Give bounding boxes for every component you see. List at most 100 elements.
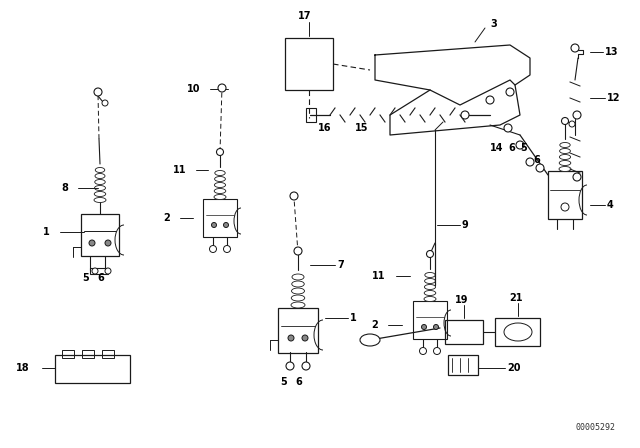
Circle shape [486,96,494,104]
Bar [413,301,447,339]
Circle shape [286,362,294,370]
Text: 1: 1 [350,313,356,323]
Text: 5: 5 [82,273,89,283]
Ellipse shape [424,279,435,284]
Text: 6: 6 [295,377,301,387]
Ellipse shape [95,185,106,190]
Circle shape [290,192,298,200]
Text: 6: 6 [533,155,540,165]
Ellipse shape [424,297,436,302]
Circle shape [92,268,98,274]
Text: 21: 21 [509,293,523,303]
Ellipse shape [425,272,435,277]
Circle shape [461,111,469,119]
Ellipse shape [95,180,105,185]
Ellipse shape [292,274,304,280]
Circle shape [433,324,438,329]
Ellipse shape [292,281,304,287]
Text: 2: 2 [163,213,170,223]
Text: 11: 11 [371,271,385,281]
Text: 5: 5 [280,377,287,387]
Ellipse shape [424,284,436,289]
Text: 00005292: 00005292 [575,423,615,432]
Text: 4: 4 [607,200,614,210]
Ellipse shape [95,168,105,172]
Circle shape [218,84,226,92]
Bar [278,308,318,353]
Bar [81,214,119,256]
Text: 3: 3 [490,19,497,29]
Ellipse shape [360,334,380,346]
Circle shape [569,121,575,127]
Circle shape [102,100,108,106]
Text: 8: 8 [61,183,68,193]
Ellipse shape [214,194,226,199]
Circle shape [211,223,216,228]
Ellipse shape [94,191,106,197]
Text: 6: 6 [508,143,515,153]
Ellipse shape [424,290,436,296]
Circle shape [105,268,111,274]
Circle shape [426,250,433,258]
Ellipse shape [291,288,305,294]
Ellipse shape [560,142,570,147]
Circle shape [433,348,440,354]
Text: 11: 11 [173,165,186,175]
Ellipse shape [214,189,226,194]
Circle shape [89,240,95,246]
Bar [495,318,540,346]
Ellipse shape [559,148,570,154]
Ellipse shape [94,198,106,202]
Text: 1: 1 [44,227,50,237]
Circle shape [302,362,310,370]
Text: 16: 16 [318,123,332,133]
Circle shape [216,148,223,155]
Circle shape [288,335,294,341]
Text: 17: 17 [298,11,312,21]
Bar [62,350,74,358]
Text: 14: 14 [490,143,504,153]
Text: 2: 2 [371,320,378,330]
Circle shape [419,348,426,354]
Circle shape [504,124,512,132]
Circle shape [561,117,568,125]
Circle shape [223,223,228,228]
Bar [548,171,582,219]
Bar [448,355,478,375]
Circle shape [422,324,426,329]
Circle shape [526,158,534,166]
Text: 12: 12 [607,93,621,103]
Bar [306,108,316,122]
Circle shape [94,88,102,96]
Circle shape [516,141,524,149]
Text: 5: 5 [520,143,527,153]
Circle shape [223,246,230,253]
Text: 9: 9 [462,220,468,230]
Ellipse shape [214,177,225,181]
Text: 6: 6 [97,273,104,283]
Bar [445,320,483,344]
Text: 13: 13 [605,47,618,57]
Ellipse shape [559,167,571,172]
Circle shape [302,335,308,341]
Circle shape [209,246,216,253]
Ellipse shape [504,323,532,341]
Bar [285,38,333,90]
Circle shape [536,164,544,172]
Circle shape [105,240,111,246]
Circle shape [573,173,581,181]
Text: 18: 18 [17,363,30,373]
Bar [55,355,130,383]
Circle shape [294,247,302,255]
Text: 7: 7 [337,260,344,270]
Ellipse shape [559,160,571,165]
Ellipse shape [291,295,305,301]
Ellipse shape [291,302,305,308]
Ellipse shape [95,173,105,178]
Bar [102,350,114,358]
Circle shape [561,203,569,211]
Ellipse shape [215,171,225,176]
Bar [90,268,108,274]
Ellipse shape [214,182,226,188]
Text: 10: 10 [186,84,200,94]
